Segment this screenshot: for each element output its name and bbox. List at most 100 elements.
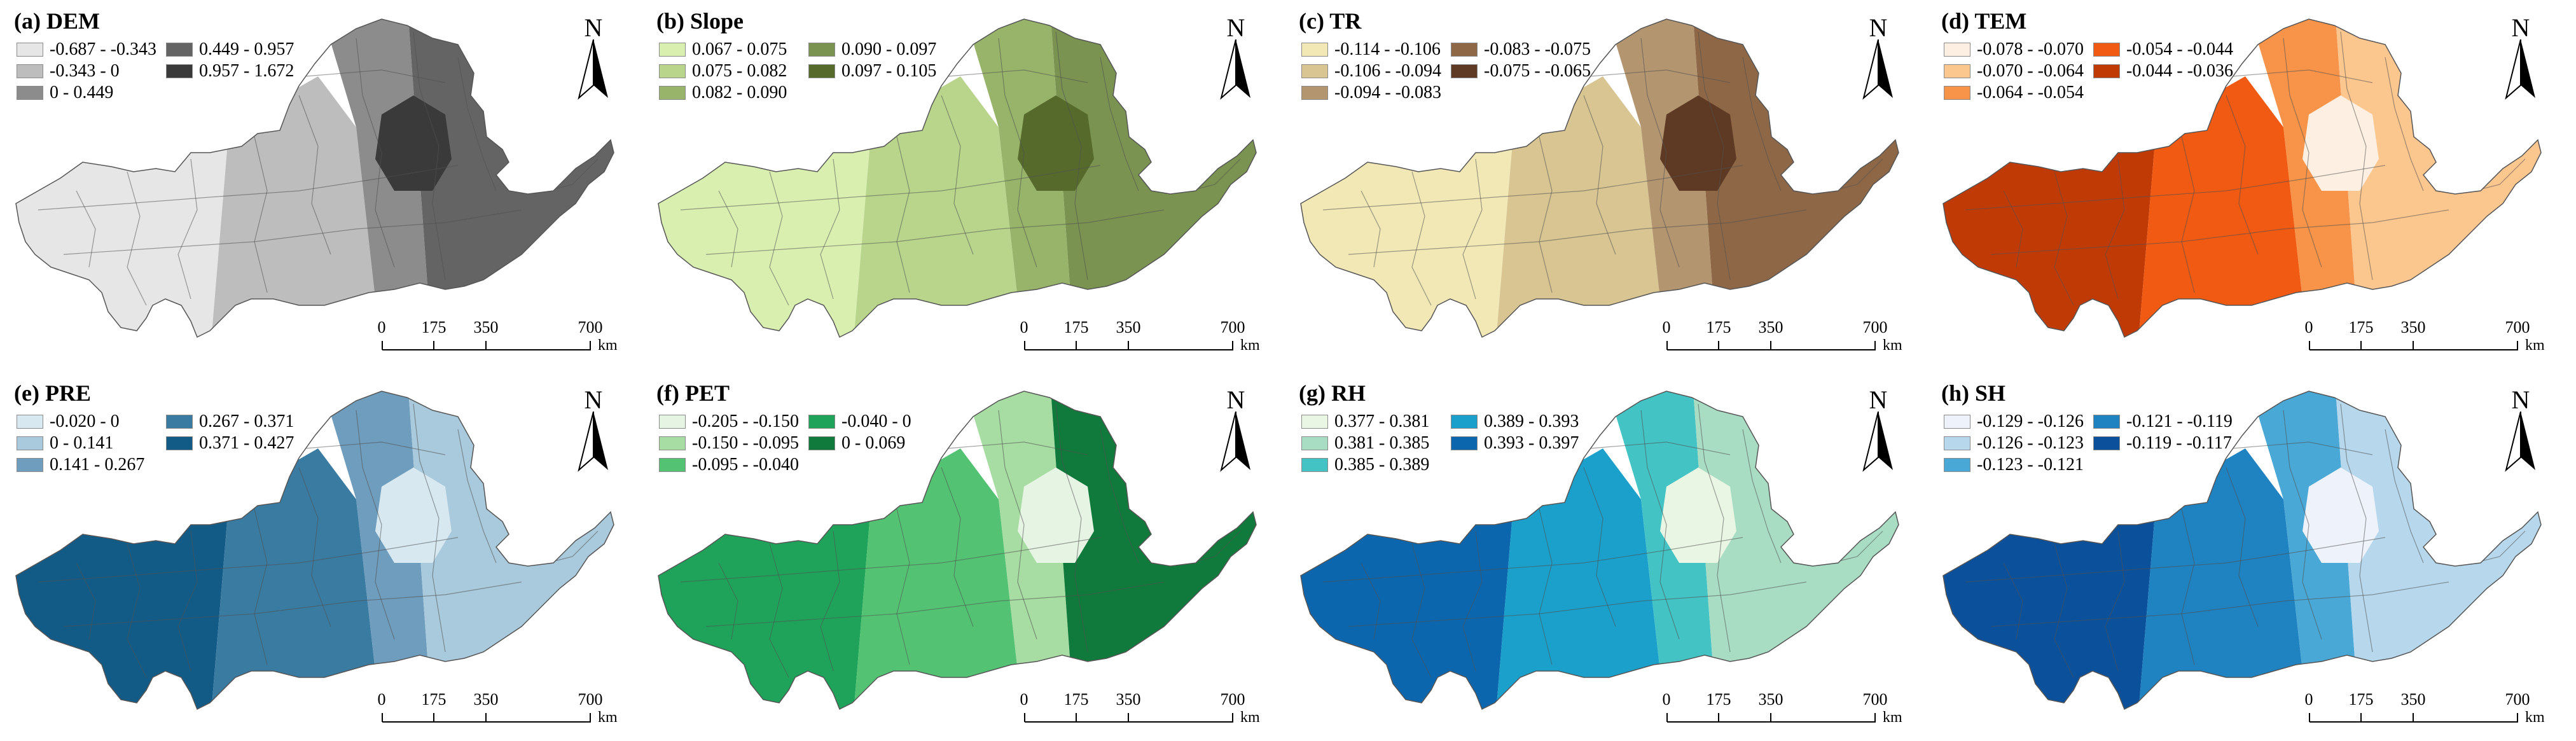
legend-label: -0.075 - -0.065 [1484,61,1591,81]
basin-outline [15,391,614,710]
legend-item: 0 - 0.141 [17,433,113,454]
panel-title: (f) PET [656,380,730,406]
legend-item: -0.121 - -0.119 [2093,412,2233,432]
scale-tick-label: 350 [2400,690,2426,709]
legend-swatch [1944,64,1970,78]
scale-tick-label: 350 [1116,690,1141,709]
north-arrow-icon [1862,39,1893,100]
map-zone-core [1660,95,1736,191]
legend-item: 0.067 - 0.075 [659,39,787,60]
scale-tick-label: 0 [1020,318,1028,336]
legend-item: 0 - 0.449 [17,83,113,103]
county-boundary [1965,165,2386,211]
county-boundary [1589,69,1731,83]
legend-swatch [17,436,43,450]
county-boundary [2283,410,2322,640]
county-boundary [2232,441,2373,455]
north-arrow: N [1214,13,1258,102]
map-zone-west [1943,127,2156,337]
legend-swatch [1301,86,1328,100]
panel-title: (e) PRE [14,380,91,406]
map-zone-center [1603,19,1717,337]
legend-label: -0.020 - 0 [50,412,120,431]
basin-outline [15,18,614,338]
county-boundary [356,38,395,268]
scale-tick-label: 0 [1662,690,1671,709]
county-boundary [2003,562,2023,640]
scale-tick-label: 175 [1706,318,1731,336]
scale-bar: 0 175 350 700 km [1020,690,1291,735]
legend-item: -0.040 - 0 [808,412,911,432]
scale-tick-label: 350 [473,690,499,709]
county-boundary [1462,158,1483,300]
legend-item: -0.094 - -0.083 [1301,83,1441,103]
scale-tick-label: 175 [2348,690,2374,709]
county-boundary [1348,581,1807,627]
legend-swatch [1944,458,1970,472]
county-boundary [820,530,840,672]
county-boundary [254,508,268,665]
county-boundary [705,209,1165,255]
legend-item: 0.377 - 0.381 [1301,412,1429,432]
map-zone-west [658,499,871,709]
legend-label: 0.082 - 0.090 [692,83,787,102]
legend-item: -0.075 - -0.065 [1451,61,1591,81]
scale-bar: 0 175 350 700 km [1662,690,1934,735]
county-boundary [63,209,522,255]
map-zone-middle [210,448,382,709]
county-boundary [1100,429,1139,564]
north-arrow: N [571,13,616,102]
map-zone-core [1660,467,1736,563]
county-boundary [298,95,331,255]
panel-title: (c) TR [1299,8,1362,34]
scale-tick-label: 700 [1862,318,1888,336]
legend-label: -0.114 - -0.106 [1334,39,1441,59]
county-boundary [680,537,1101,583]
legend-swatch [1944,86,1970,100]
legend-swatch [1301,43,1328,57]
county-boundary [2181,136,2195,293]
map-zone-middle [852,76,1024,337]
county-boundary [1965,537,2386,583]
scale-tick-label: 700 [2505,318,2530,336]
scale-tick-label: 175 [1706,690,1731,709]
legend-label: 0 - 0.141 [50,433,114,453]
map-zone-center [960,19,1075,337]
legend-label: -0.083 - -0.075 [1484,39,1591,59]
map-panel-a-dem: (a) DEM -0.687 - -0.343 -0.343 - 0 0 - 0.44… [0,0,642,366]
legend-item: -0.119 - -0.117 [2093,433,2232,454]
scale-unit: km [2525,337,2545,354]
scale-tick-label: 0 [377,690,386,709]
county-boundary [1698,31,1731,280]
legend-item: -0.106 - -0.094 [1301,61,1441,81]
legend-item: -0.205 - -0.150 [659,412,799,432]
scale-unit: km [598,337,618,354]
county-boundary [2385,429,2424,564]
legend-label: -0.119 - -0.117 [2126,433,2232,453]
legend-item: -0.070 - -0.064 [1944,61,2084,81]
legend-swatch [1301,458,1328,472]
map-zone-middle [1495,76,1666,337]
legend-label: -0.121 - -0.119 [2126,412,2233,431]
county-boundary [356,410,395,640]
legend-label: -0.126 - -0.123 [1977,433,2084,453]
legend-swatch [1451,64,1478,78]
county-boundary [769,543,789,678]
map-zone-core [2302,467,2379,563]
county-boundary [1348,209,1807,255]
legend-swatch [1451,415,1478,429]
county-boundary [1742,57,1782,191]
map-panel-b-slope: (b) Slope 0.067 - 0.075 0.075 - 0.082 0.082… [642,0,1285,366]
north-label: N [2511,385,2530,414]
scale-bar: 0 175 350 700 km [2305,318,2576,363]
scale-tick-label: 350 [2400,318,2426,336]
scale-unit: km [2525,709,2545,726]
legend-swatch [659,43,686,57]
legend-label: 0.075 - 0.082 [692,61,787,81]
panel-title: (d) TEM [1941,8,2027,34]
legend-label: 0.141 - 0.267 [50,455,145,474]
map-zone-center [2245,391,2360,709]
map-zone-core [2302,95,2379,191]
legend-swatch [808,64,835,78]
north-label: N [2511,13,2530,42]
